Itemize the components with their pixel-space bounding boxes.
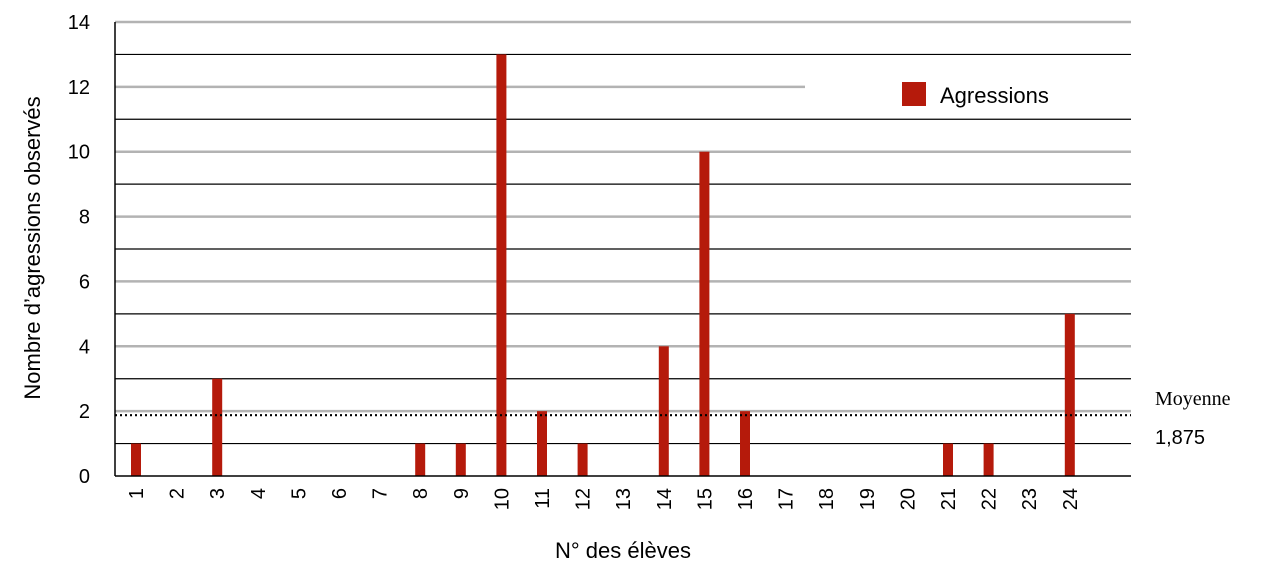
x-tick-label: 3: [207, 488, 229, 499]
bar: [658, 346, 669, 476]
bar: [537, 411, 547, 476]
y-tick-label: 0: [79, 466, 90, 488]
x-tick-label: 8: [410, 488, 432, 499]
y-tick-label: 4: [79, 336, 90, 358]
x-tick-label: 24: [1060, 488, 1082, 510]
axes: [114, 22, 1131, 477]
y-tick-label: 12: [68, 77, 90, 99]
bar: [740, 411, 750, 476]
x-tick-label: 14: [654, 488, 676, 510]
x-tick-label: 4: [248, 488, 270, 499]
x-tick-label: 23: [1019, 488, 1041, 510]
y-axis-title: Nombre d’agressions observés: [20, 96, 45, 399]
x-tick-label: 11: [532, 488, 554, 509]
mean-value: 1,875: [1155, 427, 1205, 449]
y-tick-label: 2: [79, 401, 90, 423]
bars: [131, 54, 1075, 477]
bar: [131, 443, 141, 476]
y-tick-labels: 0 2 4 6 8 10 12 14: [68, 12, 90, 488]
y-tick-label: 6: [79, 271, 90, 293]
bar: [496, 54, 507, 477]
x-tick-label: 7: [370, 488, 392, 499]
x-tick-label: 18: [816, 488, 838, 510]
x-tick-label: 15: [694, 488, 716, 510]
legend: Agressions: [902, 82, 1049, 108]
bar: [455, 443, 466, 476]
bar: [212, 378, 223, 476]
x-tick-label: 20: [897, 488, 919, 510]
x-tick-labels: 1 2 3 4 5 6 7 8 9 10 11 12 13 14 15 16 17 18 19 20 21 22 23 24: [126, 488, 1082, 510]
x-tick-label: 9: [451, 488, 473, 499]
mean-label: Moyenne: [1155, 388, 1231, 410]
x-tick-label: 16: [735, 488, 757, 510]
x-tick-label: 22: [979, 488, 1001, 510]
bar: [415, 443, 426, 476]
grid-lines: [115, 20, 1131, 445]
y-tick-label: 10: [68, 142, 90, 164]
bar: [983, 443, 994, 476]
x-tick-label: 6: [329, 488, 351, 499]
x-tick-label: 19: [857, 488, 879, 510]
bar: [1064, 313, 1075, 476]
x-tick-label: 21: [938, 488, 960, 510]
x-tick-label: 10: [491, 488, 513, 510]
bar: [699, 151, 710, 476]
x-tick-label: 17: [776, 488, 798, 510]
x-tick-label: 13: [613, 488, 635, 510]
y-tick-label: 14: [68, 12, 90, 34]
bar: [943, 443, 953, 476]
x-tick-label: 12: [573, 488, 595, 510]
x-tick-label: 5: [288, 488, 310, 499]
legend-label: Agressions: [940, 83, 1049, 108]
bar: [577, 443, 588, 476]
x-axis-title: N° des élèves: [555, 538, 691, 563]
y-tick-label: 8: [79, 207, 90, 229]
x-tick-label: 1: [126, 488, 148, 499]
x-tick-label: 2: [167, 488, 189, 499]
legend-swatch: [902, 82, 926, 106]
